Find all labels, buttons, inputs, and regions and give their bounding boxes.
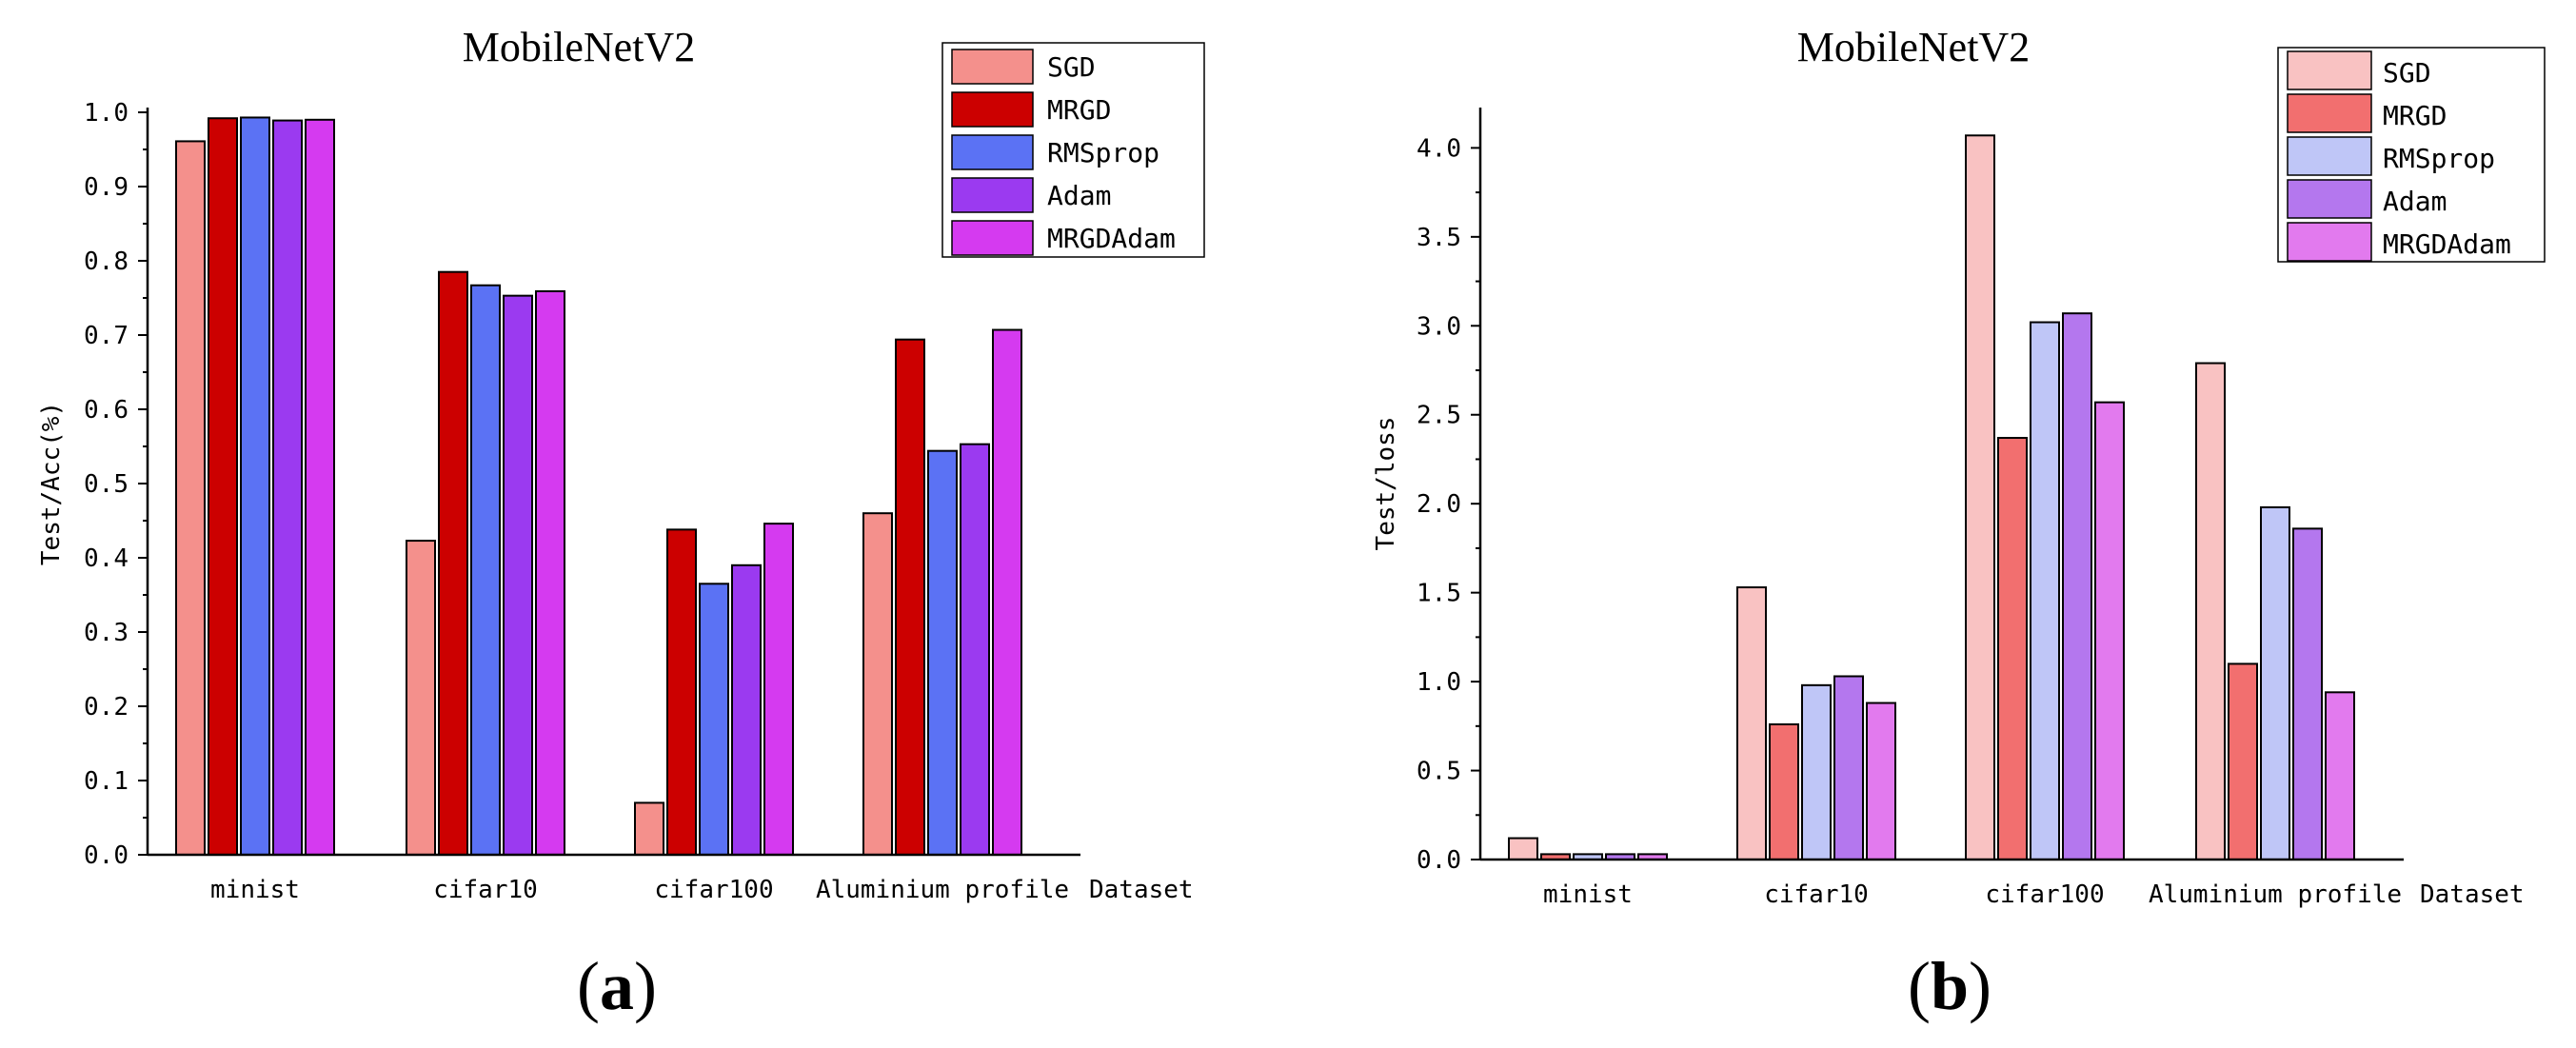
bar <box>666 528 697 856</box>
y-tick-label: 4.0 <box>1417 134 1461 163</box>
legend-swatch <box>951 91 1034 128</box>
panel-label-b: (b) <box>1908 948 1991 1024</box>
y-tick-label: 3.0 <box>1417 312 1461 341</box>
bar <box>2292 527 2323 860</box>
legend-label: MRGDAdam <box>2383 228 2511 260</box>
bar <box>895 338 925 856</box>
bar <box>208 117 238 857</box>
bar <box>992 328 1022 857</box>
y-tick-label: 0.7 <box>84 322 129 350</box>
legend-label: RMSprop <box>1047 137 1159 168</box>
panel-label-b-letter: b <box>1931 948 1969 1024</box>
legend-label: SGD <box>1047 51 1096 83</box>
y-tick-label: 3.5 <box>1417 224 1461 252</box>
bar <box>1866 702 1896 860</box>
bar <box>960 443 990 856</box>
bar <box>470 284 501 856</box>
legend-swatch <box>951 134 1034 170</box>
x-tick-label: Aluminium profile <box>2149 880 2402 909</box>
bar <box>438 270 468 856</box>
legend-swatch <box>951 177 1034 213</box>
bar <box>1736 586 1767 860</box>
legend-swatch <box>2287 93 2372 133</box>
bar <box>175 140 206 857</box>
panel-a-chart: MobileNetV2 Test/Acc(%) Dataset 0.0 0.1 0.2 0.… <box>37 24 1205 904</box>
bar <box>2094 401 2125 860</box>
panel-b-chart: MobileNetV2 Test/loss Dataset 0.0 0.5 1.0 1.5 2… <box>1372 24 2546 909</box>
legend-swatch <box>951 220 1034 256</box>
bar <box>634 801 664 857</box>
bar <box>272 119 303 856</box>
y-tick-label: 0.1 <box>84 767 129 796</box>
legend-label: SGD <box>2383 57 2431 89</box>
x-tick-label: minist <box>210 876 300 904</box>
x-tick-label: Aluminium profile <box>816 876 1069 904</box>
x-tick-label: cifar100 <box>1985 880 2104 909</box>
bar <box>503 294 533 857</box>
bar <box>2260 505 2290 861</box>
y-tick-label: 0.5 <box>84 470 129 499</box>
legend-swatch <box>951 49 1034 85</box>
bar <box>1769 722 1799 861</box>
y-tick-label: 0.5 <box>1417 758 1461 786</box>
bar <box>240 116 270 856</box>
y-tick-label: 1.5 <box>1417 580 1461 608</box>
x-tick-label: minist <box>1543 880 1633 909</box>
y-tick-label: 0.0 <box>84 841 129 870</box>
y-tick-label: 0.6 <box>84 396 129 425</box>
bar <box>1833 675 1864 860</box>
y-axis-label: Test/Acc(%) <box>37 402 66 565</box>
x-axis-label: Dataset <box>1089 876 1194 904</box>
x-axis-label: Dataset <box>2420 880 2525 909</box>
bar <box>862 512 893 856</box>
legend-label: Adam <box>2383 186 2447 217</box>
legend-swatch <box>2287 222 2372 262</box>
x-tick-label: cifar10 <box>1764 880 1869 909</box>
legend-swatch <box>2287 50 2372 90</box>
legend-swatch <box>2287 136 2372 176</box>
x-tick-label: cifar100 <box>654 876 773 904</box>
legend-label: MRGDAdam <box>1047 223 1176 254</box>
bar <box>2062 312 2092 860</box>
bar <box>927 449 958 856</box>
panel-label-a-letter: a <box>600 948 634 1024</box>
y-tick-label: 0.4 <box>84 544 129 573</box>
legend-label: Adam <box>1047 180 1111 211</box>
x-tick-label: cifar10 <box>433 876 538 904</box>
y-tick-label: 0.9 <box>84 173 129 202</box>
y-tick-label: 2.5 <box>1417 402 1461 430</box>
bar <box>2228 662 2258 861</box>
legend-label: MRGD <box>2383 100 2447 131</box>
y-tick-label: 2.0 <box>1417 490 1461 519</box>
bar <box>406 540 436 856</box>
y-axis-label: Test/loss <box>1372 417 1400 551</box>
y-tick-label: 0.8 <box>84 247 129 276</box>
bar <box>305 118 335 857</box>
legend: SGD MRGD RMSprop Adam MRGDAdam <box>2277 47 2546 263</box>
y-tick-label: 0.3 <box>84 619 129 647</box>
bar <box>2195 362 2226 860</box>
bar <box>1508 837 1538 860</box>
chart-title: MobileNetV2 <box>463 24 695 70</box>
legend: SGD MRGD RMSprop Adam MRGDAdam <box>941 42 1205 258</box>
bar <box>2030 321 2060 860</box>
bar <box>731 564 762 856</box>
bar <box>699 583 729 856</box>
bar <box>535 289 565 857</box>
chart-title: MobileNetV2 <box>1797 24 2030 70</box>
legend-label: RMSprop <box>2383 143 2495 174</box>
y-tick-label: 0.0 <box>1417 846 1461 875</box>
y-tick-label: 0.2 <box>84 693 129 722</box>
y-tick-label: 1.0 <box>84 99 129 128</box>
bar <box>1801 683 1832 860</box>
panel-label-a: (a) <box>577 948 657 1024</box>
bar <box>2325 691 2355 860</box>
bar <box>1965 134 1995 861</box>
legend-label: MRGD <box>1047 94 1111 126</box>
bar <box>763 523 794 856</box>
legend-swatch <box>2287 179 2372 219</box>
bar <box>1997 437 2028 860</box>
y-tick-label: 1.0 <box>1417 668 1461 697</box>
